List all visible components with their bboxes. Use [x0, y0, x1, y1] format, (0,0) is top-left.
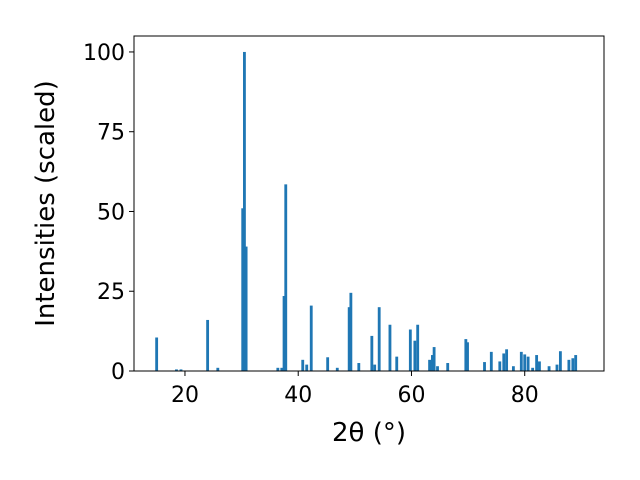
bar [335, 367, 339, 371]
bar [284, 184, 288, 371]
bar [519, 351, 523, 371]
bar [155, 337, 159, 371]
bar [377, 307, 381, 371]
bar [244, 246, 248, 371]
bar [309, 305, 313, 371]
bar [206, 319, 210, 371]
bar [523, 354, 527, 371]
bars-group [155, 51, 578, 371]
bar [502, 353, 506, 371]
x-tick-label: 40 [284, 383, 312, 408]
bar [574, 355, 578, 371]
bar [280, 367, 284, 371]
bar [489, 351, 493, 371]
bar [431, 355, 434, 371]
bar [571, 358, 575, 371]
bar [416, 324, 420, 371]
bar [349, 292, 353, 371]
y-axis-ticks: 0 25 50 75 100 [83, 41, 134, 385]
x-axis-ticks: 20 40 60 80 [171, 371, 539, 408]
bar [511, 366, 515, 371]
bar [446, 363, 450, 371]
x-tick-label: 80 [511, 383, 539, 408]
bar [243, 51, 246, 371]
bar [464, 339, 468, 371]
bar [370, 335, 374, 371]
x-tick-label: 20 [171, 383, 199, 408]
bar [483, 362, 486, 371]
y-axis-label: Intensities (scaled) [31, 80, 61, 327]
bar [567, 359, 571, 371]
bar [216, 367, 220, 371]
bar [388, 324, 392, 371]
x-tick-label: 60 [397, 383, 425, 408]
bar [276, 367, 280, 371]
bar [179, 369, 183, 371]
bar [428, 359, 431, 371]
bar [526, 356, 530, 371]
bar [555, 364, 559, 371]
bar [347, 307, 351, 371]
y-tick-label: 0 [111, 360, 125, 385]
bar [547, 366, 551, 371]
bar [305, 364, 309, 371]
bar [175, 369, 178, 371]
bar [373, 364, 377, 371]
bar [531, 367, 535, 371]
bar [558, 351, 562, 371]
bar [357, 363, 361, 371]
y-tick-label: 75 [97, 121, 125, 146]
bar [538, 361, 541, 371]
bar [241, 208, 245, 371]
bar [498, 361, 502, 371]
bar [466, 342, 469, 371]
bar [326, 357, 330, 371]
y-tick-label: 50 [97, 200, 125, 225]
bar [436, 366, 439, 371]
bar [432, 347, 436, 371]
y-tick-label: 25 [97, 280, 125, 305]
bar [395, 356, 399, 371]
bar [535, 355, 539, 371]
bar [505, 349, 509, 371]
bar [408, 329, 412, 371]
plot-frame [133, 35, 605, 372]
y-tick-label: 100 [83, 41, 125, 66]
bar [413, 340, 417, 371]
bar [301, 359, 305, 371]
x-axis-label: 2θ (°) [332, 418, 406, 448]
bar [282, 296, 286, 371]
